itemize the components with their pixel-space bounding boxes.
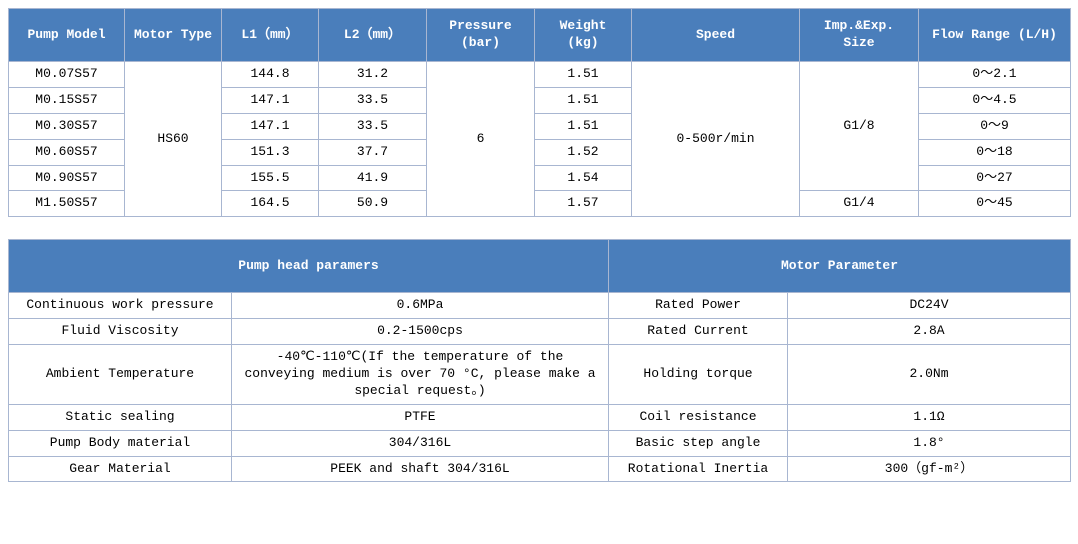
col-pressure: Pressure (bar) [427,9,535,62]
cell-l1: 147.1 [222,87,319,113]
parameter-table: Pump head paramers Motor Parameter Conti… [8,239,1071,482]
col-l1: L1（mm） [222,9,319,62]
cell-weight: 1.52 [535,139,632,165]
cell-motor-type: HS60 [125,62,222,217]
col-flow: Flow Range (L/H) [919,9,1071,62]
table-row: Static sealing PTFE Coil resistance 1.1Ω [9,404,1071,430]
motor-label: Coil resistance [609,404,788,430]
cell-weight: 1.54 [535,165,632,191]
param-value: -40℃-110℃(If the temperature of the conv… [232,345,609,405]
motor-value: 2.8A [788,319,1071,345]
section-pump-head: Pump head paramers [9,240,609,293]
table-row: Ambient Temperature -40℃-110℃(If the tem… [9,345,1071,405]
param-label: Gear Material [9,456,232,482]
cell-pressure: 6 [427,62,535,217]
cell-flow: 0～45 [919,191,1071,217]
param-label: Ambient Temperature [9,345,232,405]
cell-model: M0.07S57 [9,62,125,88]
cell-flow: 0～18 [919,139,1071,165]
cell-model: M1.50S57 [9,191,125,217]
cell-weight: 1.51 [535,62,632,88]
col-pump-model: Pump Model [9,9,125,62]
cell-l2: 31.2 [319,62,427,88]
cell-model: M0.90S57 [9,165,125,191]
motor-label: Holding torque [609,345,788,405]
col-weight: Weight (kg) [535,9,632,62]
col-speed: Speed [632,9,800,62]
cell-l2: 41.9 [319,165,427,191]
cell-l2: 33.5 [319,87,427,113]
cell-l1: 155.5 [222,165,319,191]
table-row: Gear Material PEEK and shaft 304/316L Ro… [9,456,1071,482]
col-motor-type: Motor Type [125,9,222,62]
table-header-row: Pump head paramers Motor Parameter [9,240,1071,293]
section-motor: Motor Parameter [609,240,1071,293]
param-value: 0.6MPa [232,293,609,319]
cell-weight: 1.51 [535,113,632,139]
cell-size2: G1/4 [800,191,919,217]
motor-label: Rated Current [609,319,788,345]
motor-label: Rated Power [609,293,788,319]
cell-model: M0.60S57 [9,139,125,165]
table-row: Fluid Viscosity 0.2-1500cps Rated Curren… [9,319,1071,345]
cell-l2: 33.5 [319,113,427,139]
motor-value: 2.0Nm [788,345,1071,405]
table-row: Pump Body material 304/316L Basic step a… [9,430,1071,456]
param-label: Continuous work pressure [9,293,232,319]
motor-value: DC24V [788,293,1071,319]
cell-flow: 0～27 [919,165,1071,191]
col-l2: L2（mm） [319,9,427,62]
pump-spec-table: Pump Model Motor Type L1（mm） L2（mm） Pres… [8,8,1071,217]
cell-model: M0.15S57 [9,87,125,113]
cell-speed: 0-500r/min [632,62,800,217]
cell-flow: 0～9 [919,113,1071,139]
cell-model: M0.30S57 [9,113,125,139]
param-value: 304/316L [232,430,609,456]
table-header-row: Pump Model Motor Type L1（mm） L2（mm） Pres… [9,9,1071,62]
cell-size1: G1/8 [800,62,919,191]
cell-l1: 164.5 [222,191,319,217]
param-label: Pump Body material [9,430,232,456]
cell-l1: 151.3 [222,139,319,165]
cell-flow: 0～2.1 [919,62,1071,88]
motor-value: 300（gf-m²） [788,456,1071,482]
param-value: PTFE [232,404,609,430]
table-row: M0.07S57 HS60 144.8 31.2 6 1.51 0-500r/m… [9,62,1071,88]
col-size: Imp.&Exp. Size [800,9,919,62]
param-value: 0.2-1500cps [232,319,609,345]
table-row: Continuous work pressure 0.6MPa Rated Po… [9,293,1071,319]
motor-value: 1.1Ω [788,404,1071,430]
cell-l1: 147.1 [222,113,319,139]
motor-value: 1.8° [788,430,1071,456]
param-label: Static sealing [9,404,232,430]
motor-label: Rotational Inertia [609,456,788,482]
cell-weight: 1.57 [535,191,632,217]
cell-l2: 37.7 [319,139,427,165]
cell-flow: 0～4.5 [919,87,1071,113]
cell-l1: 144.8 [222,62,319,88]
motor-label: Basic step angle [609,430,788,456]
param-value: PEEK and shaft 304/316L [232,456,609,482]
cell-l2: 50.9 [319,191,427,217]
param-label: Fluid Viscosity [9,319,232,345]
cell-weight: 1.51 [535,87,632,113]
